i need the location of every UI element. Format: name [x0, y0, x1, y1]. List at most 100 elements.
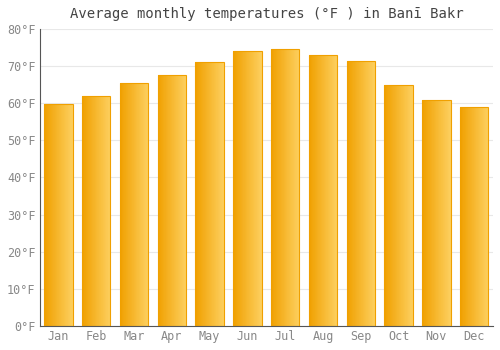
- Bar: [51, 104, 52, 326]
- Bar: [283, 49, 284, 326]
- Bar: [90, 96, 91, 326]
- Bar: [158, 76, 159, 326]
- Bar: [259, 51, 260, 326]
- Bar: [289, 49, 290, 326]
- Bar: [46, 104, 47, 326]
- Bar: [399, 85, 400, 326]
- Bar: [481, 107, 482, 326]
- Bar: [332, 55, 333, 326]
- Bar: [280, 49, 281, 326]
- Bar: [89, 96, 90, 326]
- Bar: [462, 107, 463, 326]
- Bar: [293, 49, 294, 326]
- Bar: [276, 49, 278, 326]
- Bar: [483, 107, 484, 326]
- Bar: [167, 76, 168, 326]
- Bar: [363, 61, 364, 326]
- Bar: [350, 61, 351, 326]
- Bar: [385, 85, 386, 326]
- Bar: [346, 61, 375, 326]
- Bar: [146, 83, 147, 326]
- Bar: [384, 85, 413, 326]
- Bar: [248, 51, 249, 326]
- Bar: [487, 107, 488, 326]
- Bar: [317, 55, 318, 326]
- Bar: [49, 104, 50, 326]
- Bar: [331, 55, 332, 326]
- Bar: [347, 61, 348, 326]
- Bar: [441, 99, 442, 326]
- Bar: [433, 99, 434, 326]
- Bar: [394, 85, 395, 326]
- Bar: [121, 83, 122, 326]
- Bar: [137, 83, 138, 326]
- Bar: [86, 96, 87, 326]
- Bar: [63, 104, 64, 326]
- Bar: [298, 49, 299, 326]
- Bar: [95, 96, 96, 326]
- Bar: [247, 51, 248, 326]
- Bar: [360, 61, 361, 326]
- Bar: [287, 49, 288, 326]
- Bar: [168, 76, 169, 326]
- Bar: [196, 62, 197, 326]
- Bar: [359, 61, 360, 326]
- Bar: [436, 99, 437, 326]
- Bar: [178, 76, 179, 326]
- Bar: [449, 99, 450, 326]
- Bar: [335, 55, 336, 326]
- Bar: [198, 62, 199, 326]
- Bar: [273, 49, 274, 326]
- Bar: [135, 83, 136, 326]
- Bar: [320, 55, 322, 326]
- Bar: [144, 83, 145, 326]
- Bar: [136, 83, 137, 326]
- Bar: [351, 61, 352, 326]
- Bar: [392, 85, 393, 326]
- Bar: [140, 83, 141, 326]
- Bar: [410, 85, 411, 326]
- Bar: [91, 96, 92, 326]
- Bar: [201, 62, 202, 326]
- Bar: [482, 107, 483, 326]
- Bar: [438, 99, 439, 326]
- Bar: [59, 104, 60, 326]
- Bar: [471, 107, 472, 326]
- Bar: [252, 51, 253, 326]
- Bar: [93, 96, 94, 326]
- Bar: [249, 51, 250, 326]
- Bar: [182, 76, 183, 326]
- Bar: [176, 76, 177, 326]
- Bar: [164, 76, 165, 326]
- Bar: [275, 49, 276, 326]
- Bar: [234, 51, 235, 326]
- Bar: [235, 51, 236, 326]
- Bar: [196, 62, 224, 326]
- Bar: [47, 104, 48, 326]
- Bar: [243, 51, 244, 326]
- Bar: [64, 104, 66, 326]
- Bar: [398, 85, 399, 326]
- Bar: [346, 61, 347, 326]
- Bar: [68, 104, 70, 326]
- Bar: [309, 55, 337, 326]
- Bar: [285, 49, 286, 326]
- Bar: [162, 76, 163, 326]
- Bar: [442, 99, 443, 326]
- Bar: [470, 107, 471, 326]
- Bar: [207, 62, 208, 326]
- Bar: [257, 51, 258, 326]
- Bar: [446, 99, 447, 326]
- Bar: [395, 85, 396, 326]
- Bar: [461, 107, 462, 326]
- Bar: [62, 104, 63, 326]
- Bar: [469, 107, 470, 326]
- Bar: [208, 62, 209, 326]
- Bar: [297, 49, 298, 326]
- Bar: [279, 49, 280, 326]
- Bar: [478, 107, 480, 326]
- Bar: [239, 51, 240, 326]
- Bar: [336, 55, 337, 326]
- Bar: [145, 83, 146, 326]
- Bar: [242, 51, 243, 326]
